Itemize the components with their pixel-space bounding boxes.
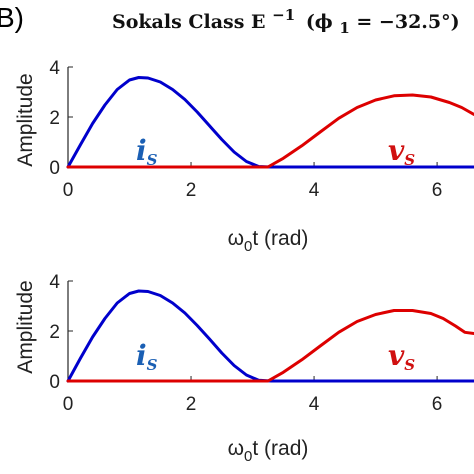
series-line-iS (66, 289, 474, 383)
bottom-panel: Amplitude 0 2 4 0 2 4 6 ω0t (rad) iS vS (14, 272, 474, 465)
y-tick-label: 4 (49, 272, 60, 293)
y-tick-label: 2 (49, 108, 60, 129)
vs-series-label: vS (388, 339, 415, 374)
is-series-label: iS (136, 339, 158, 374)
x-tick-label: 0 (63, 394, 74, 415)
x-tick-labels: 0 2 4 6 (63, 180, 443, 201)
y-axis-label: Amplitude (14, 280, 37, 373)
series-lines (66, 289, 474, 383)
series-line-vS (66, 309, 474, 383)
y-tick-label: 0 (49, 372, 60, 393)
x-tick-label: 0 (63, 180, 74, 201)
panel-letter: B) (0, 2, 24, 33)
chart-title: Sokals Class E −1 (ϕ 1 = −32.5°) (112, 3, 460, 38)
x-axis-label: ω0t (rad) (228, 227, 309, 255)
x-tick-label: 6 (432, 180, 443, 201)
x-tick-label: 4 (309, 180, 320, 201)
y-tick-labels: 0 2 4 (49, 272, 60, 393)
series-line-iS (66, 76, 474, 169)
top-panel: Amplitude 0 2 4 0 2 4 6 ω0t (rad) iS vS (14, 58, 474, 255)
y-tick-labels: 0 2 4 (49, 58, 60, 179)
x-tick-label: 2 (186, 180, 197, 201)
vs-series-label: vS (388, 134, 415, 169)
x-tick-label: 2 (186, 394, 197, 415)
y-tick-label: 2 (49, 322, 60, 343)
series-lines (66, 76, 474, 169)
x-axis-label: ω0t (rad) (228, 437, 309, 465)
series-line-vS (66, 93, 474, 169)
y-tick-label: 4 (49, 58, 60, 79)
x-tick-label: 4 (309, 394, 320, 415)
y-axis-label: Amplitude (14, 73, 37, 166)
x-tick-labels: 0 2 4 6 (63, 394, 443, 415)
x-tick-label: 6 (432, 394, 443, 415)
y-tick-label: 0 (49, 158, 60, 179)
is-series-label: iS (136, 134, 158, 169)
